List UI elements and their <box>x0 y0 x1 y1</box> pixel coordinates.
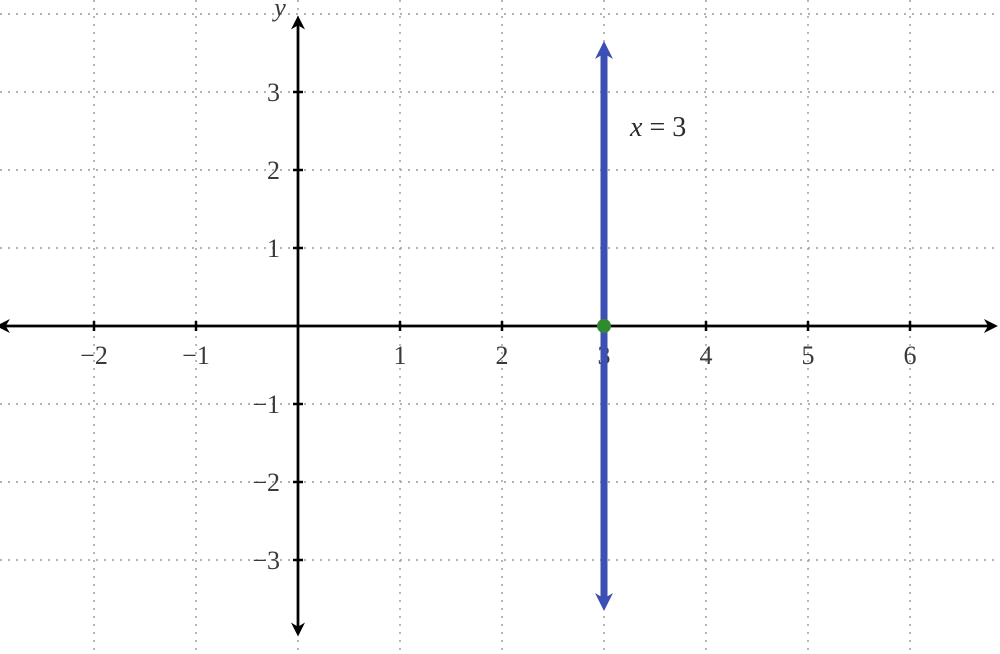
x-tick-label: 6 <box>904 341 917 370</box>
x-tick-label: −1 <box>182 341 210 370</box>
x-tick-label: −2 <box>80 341 108 370</box>
y-tick-label: −2 <box>252 468 280 497</box>
x-tick-label: 1 <box>394 341 407 370</box>
plot-svg: −2−1123456−3−2−1123xyx = 3 <box>0 0 1000 654</box>
coordinate-plane-chart: −2−1123456−3−2−1123xyx = 3 <box>0 0 1000 654</box>
x-tick-label: 2 <box>496 341 509 370</box>
x-tick-label: 4 <box>700 341 713 370</box>
y-tick-label: 3 <box>267 78 280 107</box>
y-axis-label: y <box>271 0 286 22</box>
y-tick-label: −3 <box>252 546 280 575</box>
intercept-point <box>597 319 611 333</box>
y-tick-label: −1 <box>252 390 280 419</box>
y-tick-label: 2 <box>267 156 280 185</box>
equation-label: x = 3 <box>629 112 686 143</box>
y-tick-label: 1 <box>267 234 280 263</box>
x-tick-label: 5 <box>802 341 815 370</box>
